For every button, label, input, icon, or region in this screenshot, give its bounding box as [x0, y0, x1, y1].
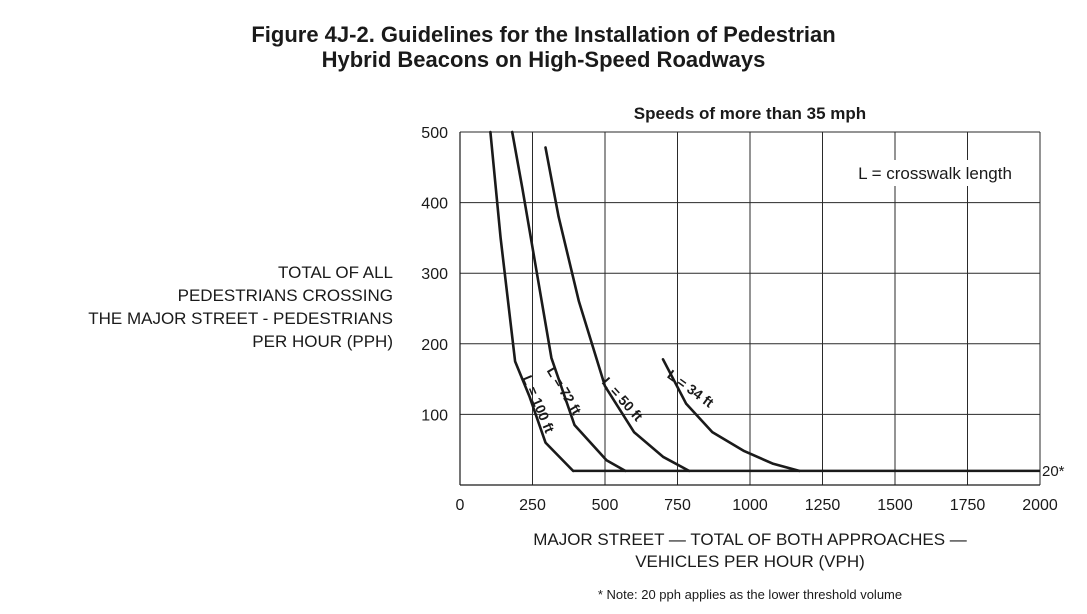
y-tick-label: 200: [421, 337, 448, 354]
x-tick-label: 2000: [1022, 497, 1058, 514]
grid: [459, 131, 1041, 486]
curve-label: L = 50 ft: [599, 374, 647, 424]
x-tick-label: 1750: [950, 497, 986, 514]
series-line: [544, 146, 691, 473]
chart-subtitle: Speeds of more than 35 mph: [633, 104, 867, 123]
curves: [489, 130, 1040, 473]
threshold-label: 20*: [1042, 463, 1065, 480]
y-axis-label-line: TOTAL OF ALL: [278, 263, 393, 282]
x-tick-label: 500: [592, 497, 619, 514]
y-tick-label: 500: [421, 125, 448, 142]
x-tick-label: 750: [664, 497, 691, 514]
curve-label: L = 34 ft: [664, 366, 717, 410]
figure-title-line-2: Hybrid Beacons on High-Speed Roadways: [321, 47, 766, 72]
x-axis-label: MAJOR STREET — TOTAL OF BOTH APPROACHES …: [440, 529, 1060, 573]
curve-labels: L = 100 ftL = 72 ft L = 50 ft L = 34 ft: [519, 364, 717, 436]
tick-labels: 0 250 500 750 1000 1250 1500 1750 2000 100 200 300 4…: [421, 125, 1058, 514]
x-axis-label-line: VEHICLES PER HOUR (VPH): [635, 552, 865, 571]
y-axis-label-line: PEDESTRIANS CROSSING: [177, 286, 393, 305]
figure-title-line-1: Figure 4J-2. Guidelines for the Installa…: [251, 22, 836, 47]
legend-text: L = crosswalk length: [858, 164, 1012, 183]
y-tick-label: 100: [421, 407, 448, 424]
y-tick-label: 400: [421, 196, 448, 213]
series-line: [661, 357, 801, 473]
y-axis-label-line: THE MAJOR STREET - PEDESTRIANS: [88, 309, 393, 328]
footnote: * Note: 20 pph applies as the lower thre…: [597, 587, 903, 602]
y-axis-label-line: PER HOUR (PPH): [252, 332, 393, 351]
x-tick-label: 250: [519, 497, 546, 514]
x-tick-label: 1250: [805, 497, 841, 514]
x-tick-label: 1500: [877, 497, 913, 514]
x-axis-label-line: MAJOR STREET — TOTAL OF BOTH APPROACHES …: [533, 530, 967, 549]
x-tick-label: 1000: [732, 497, 768, 514]
y-tick-label: 300: [421, 266, 448, 283]
series-line: [489, 130, 575, 473]
x-tick-label: 0: [456, 497, 465, 514]
series-line: [510, 130, 627, 473]
legend-background: [842, 160, 1028, 186]
y-axis-label: TOTAL OF ALL PEDESTRIANS CROSSING THE MA…: [88, 261, 393, 353]
